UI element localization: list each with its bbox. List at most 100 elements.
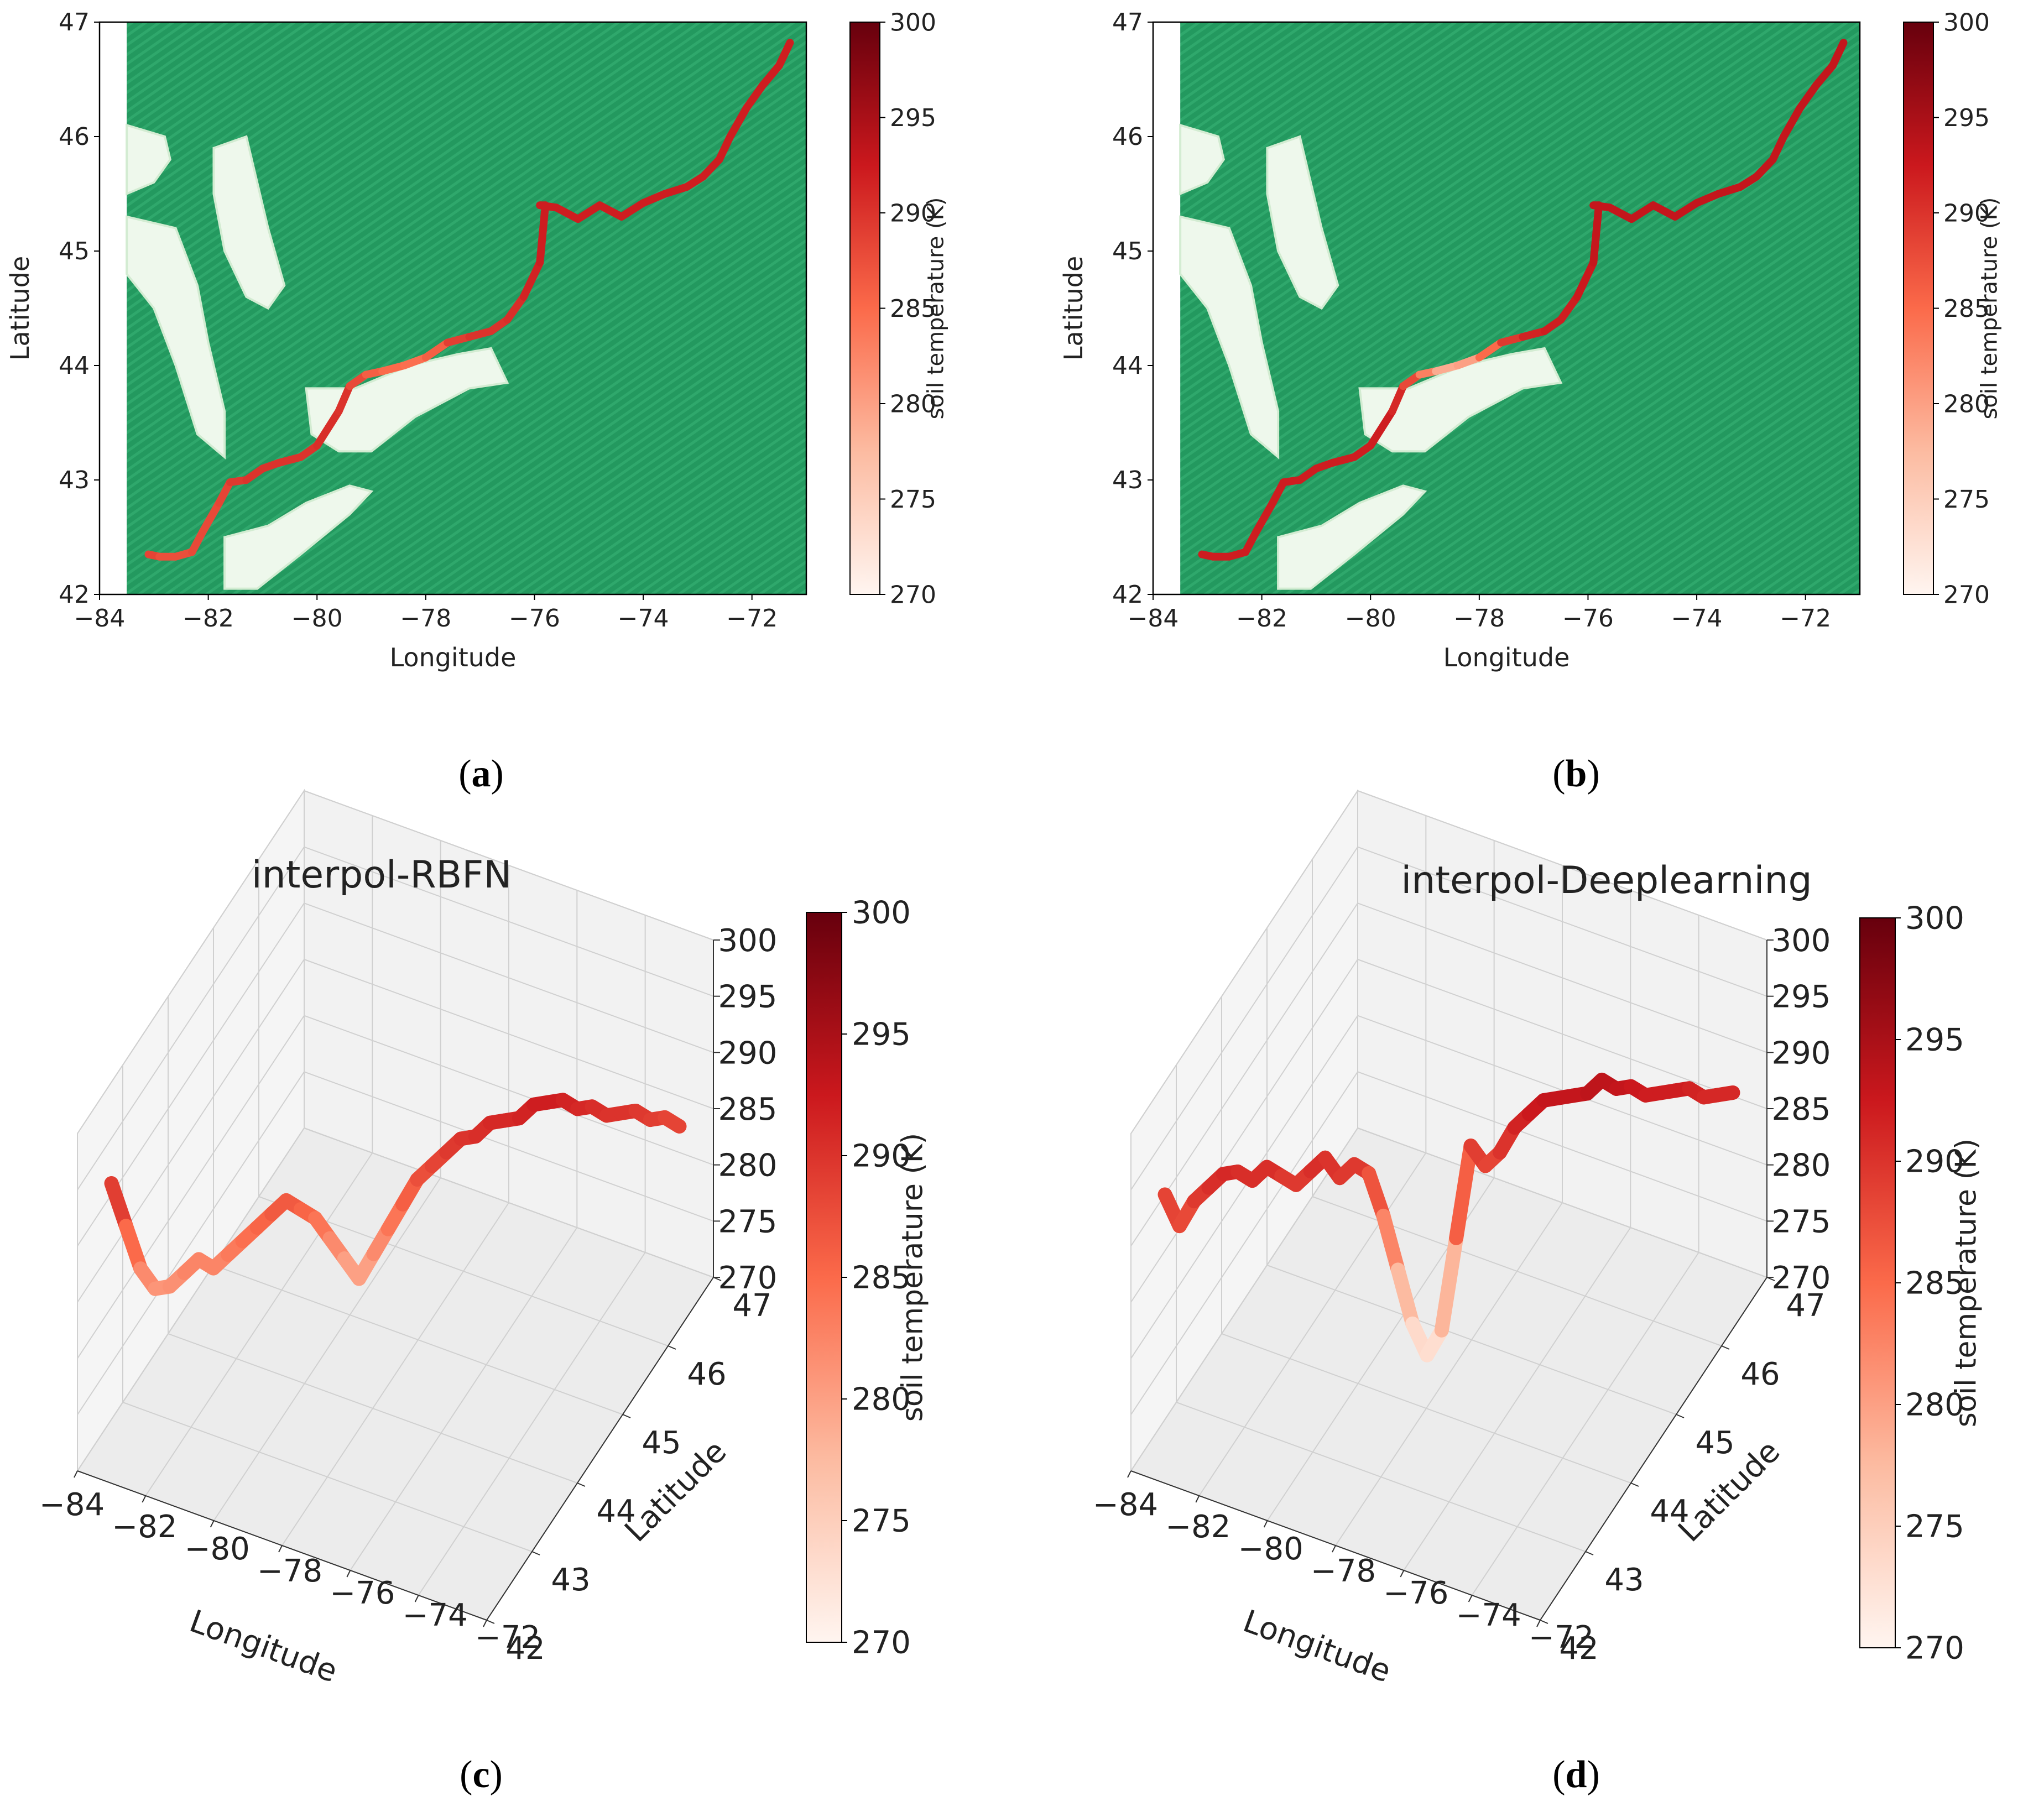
b-y-tick-label: 47	[1112, 8, 1143, 36]
b-y-tick-label: 42	[1112, 581, 1143, 609]
b-y-tick-label: 44	[1112, 352, 1143, 380]
d-grid-line	[1357, 902, 1767, 1053]
c-grid-line	[258, 1196, 669, 1346]
c-grid-line	[213, 1265, 623, 1415]
c-z-tick-label: 275	[718, 1204, 778, 1240]
a-track-segment	[639, 190, 669, 207]
c-x-tick-label: −84	[39, 1487, 105, 1523]
caption-a: (a)	[458, 753, 504, 795]
b-x-tick-label: −84	[1128, 604, 1179, 633]
b-cb-tick-label: 300	[1943, 8, 1990, 36]
d-grid-line	[1266, 1265, 1677, 1415]
a-track-segment	[552, 203, 582, 223]
a-cb-tick-label: 285	[890, 295, 936, 323]
c-grid-line	[77, 1127, 305, 1471]
d-grid-line	[1357, 790, 1767, 941]
caption-d: (d)	[1552, 1753, 1600, 1796]
d-grid-line	[1357, 1071, 1767, 1222]
b-track-segment	[1242, 528, 1260, 556]
b-xlabel: Longitude	[1443, 643, 1570, 672]
c-x-tick	[414, 1595, 419, 1602]
c-grid-line	[281, 1202, 509, 1546]
d-x-tick-label: −80	[1238, 1531, 1303, 1567]
d-cb-tick-label: 300	[1905, 901, 1964, 937]
panel-c: −84−82−80−78−76−74−724243444546472702752…	[39, 789, 930, 1690]
c-y-tick-label: 46	[687, 1356, 726, 1392]
b-x-tick-label: −74	[1671, 604, 1723, 633]
a-y-tick-label: 42	[59, 581, 90, 609]
panel-d: −84−82−80−78−76−74−724243444546472702752…	[1093, 789, 1983, 1690]
d-xlabel: Longitude	[1238, 1603, 1395, 1689]
c-grid-line	[213, 1177, 441, 1521]
c-cb-tick-label: 290	[852, 1139, 911, 1174]
c-x-tick	[142, 1495, 147, 1503]
a-track-segment	[775, 39, 794, 70]
d-grid-line	[1130, 1071, 1358, 1415]
b-track-segment	[1828, 39, 1848, 70]
c-y-tick-label: 47	[732, 1288, 771, 1324]
c-grid-line	[145, 1152, 373, 1496]
d-x-tick	[1263, 1520, 1268, 1528]
d-grid-line	[1357, 1127, 1767, 1278]
a-x-tick-label: −80	[291, 604, 343, 633]
panel-b: −84 −82 −80 −78 −76 −74 −72 42 43 44 45 46 47 Longitu…	[1058, 8, 2002, 672]
c-cb-tick-label: 295	[852, 1017, 911, 1053]
c-track-point	[658, 1110, 687, 1134]
c-x-tick-label: −80	[185, 1531, 250, 1567]
c-grid-line	[77, 1071, 305, 1415]
b-axes-frame	[1152, 21, 1861, 596]
b-track-segment	[1475, 338, 1505, 362]
d-y-tick	[1676, 1414, 1685, 1418]
d-track-point	[1449, 1139, 1478, 1245]
d-x-tick	[1536, 1620, 1541, 1627]
d-x-tick	[1195, 1495, 1200, 1503]
c-y-tick	[668, 1345, 676, 1350]
b-track-segment	[1589, 201, 1603, 267]
d-x-tick	[1468, 1595, 1473, 1602]
a-track-segment	[421, 338, 452, 362]
c-cb-tick-label: 270	[852, 1625, 911, 1661]
c-y-axis-line	[486, 1277, 714, 1621]
a-track-segment	[188, 528, 207, 556]
c-track-point	[104, 1176, 133, 1234]
d-x-tick-label: −78	[1311, 1553, 1376, 1589]
a-axes-frame	[98, 21, 807, 596]
a-track-segment	[335, 382, 354, 415]
d-y-tick-label: 43	[1604, 1562, 1644, 1598]
c-track-point	[118, 1219, 148, 1276]
c-grid-line	[77, 959, 305, 1303]
a-y-tick-label: 45	[59, 237, 90, 265]
b-x-tick-label: −80	[1345, 604, 1396, 633]
a-x-tick-label: −72	[726, 604, 778, 633]
a-cb-tick-label: 275	[890, 485, 936, 514]
a-y-tick-label: 43	[59, 466, 90, 494]
a-track-segment	[617, 199, 648, 221]
d-cb-label: soil temperature (K)	[1950, 1139, 1983, 1427]
b-lake-2	[1179, 215, 1280, 460]
b-track-segment	[1573, 258, 1598, 301]
c-x-tick	[278, 1545, 283, 1553]
a-cb-tick-label: 270	[890, 581, 936, 609]
a-cb-label: soil temperature (K)	[923, 197, 948, 420]
a-lake-2	[126, 215, 226, 460]
c-y-tick	[486, 1620, 495, 1624]
c-z-tick-label: 290	[718, 1035, 778, 1071]
c-x-tick	[74, 1470, 78, 1478]
d-track-point	[1711, 1085, 1740, 1103]
a-x-tick-label: −82	[182, 604, 234, 633]
d-cb-tick-label: 275	[1905, 1509, 1964, 1545]
a-green-field	[127, 22, 807, 594]
a-track-segment	[726, 104, 750, 140]
d-y-tick-label: 44	[1650, 1494, 1689, 1529]
c-grid-line	[304, 846, 714, 997]
c-z-tick-label: 295	[718, 979, 778, 1015]
b-x-tick-label: −82	[1236, 604, 1287, 633]
d-x-tick	[1332, 1545, 1336, 1553]
b-cb-tick-label: 280	[1943, 390, 1990, 418]
b-colorbar	[1903, 22, 1934, 595]
b-cb-tick-label: 285	[1943, 295, 1990, 323]
c-z-tick-label: 270	[718, 1260, 778, 1296]
d-x-tick	[1400, 1570, 1405, 1578]
d-x-tick-label: −76	[1383, 1575, 1448, 1611]
d-cb-tick-label: 285	[1905, 1266, 1964, 1302]
